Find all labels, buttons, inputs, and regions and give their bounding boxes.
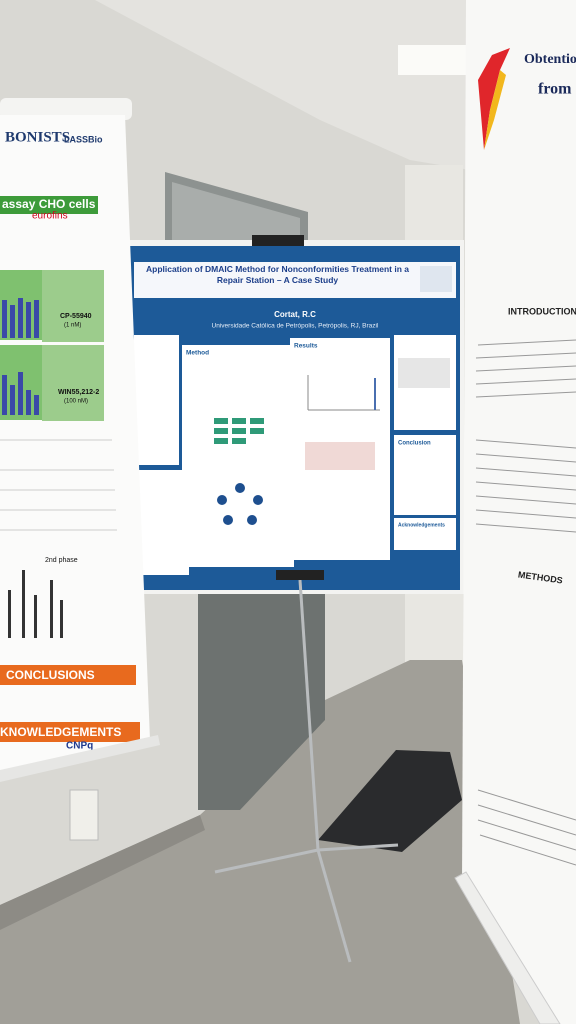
- dmaic-cycle: [217, 483, 263, 525]
- left-subtitle: assay CHO cells: [2, 197, 96, 211]
- section-heading: Results: [294, 343, 318, 350]
- poster-title: Application of DMAIC Method for Nonconfo…: [145, 264, 410, 285]
- rollup-top: [0, 98, 132, 120]
- baseboard: [0, 815, 205, 930]
- door: [198, 590, 325, 810]
- poster-title-box: Application of DMAIC Method for Nonconfo…: [145, 264, 410, 285]
- poster-author: Cortat, R.C: [274, 310, 316, 319]
- compound: (100 nM): [64, 399, 88, 405]
- section-heading: Conclusion: [398, 441, 431, 447]
- chart-label: 2nd phase: [45, 557, 78, 564]
- right-logo: [484, 70, 506, 150]
- floor: [0, 660, 520, 1024]
- door-top: [172, 182, 300, 245]
- column: [394, 435, 456, 515]
- rollup-base: [0, 735, 160, 782]
- left-sponsor: eurofins: [32, 211, 68, 222]
- section-heading: Acknowledgements: [398, 522, 445, 528]
- structure-box: [42, 345, 104, 421]
- left-funder: CNPq: [66, 741, 93, 752]
- right-title: Obtention o: [524, 52, 576, 67]
- poster-header: [134, 262, 456, 298]
- column: [134, 335, 179, 465]
- stand-clip: [276, 570, 324, 580]
- ceiling-light: [398, 45, 466, 75]
- right-logo: [478, 48, 510, 150]
- column: [182, 345, 294, 567]
- compound: CP-55940: [60, 313, 92, 320]
- outlet-box: [69, 789, 99, 841]
- results-chart: [307, 375, 380, 411]
- rollup-base: [454, 871, 561, 1024]
- compound: WIN55,212-2: [58, 389, 99, 396]
- right-title: from a: [538, 81, 576, 98]
- poster-stand: [214, 579, 399, 963]
- left-phase-bars: [8, 570, 63, 638]
- structure-box: [42, 270, 104, 342]
- floor-mat: [318, 750, 462, 852]
- left-logo: LASSBio: [64, 134, 103, 144]
- right-section: INTRODUCTION: [508, 306, 576, 316]
- right-text-lines: [475, 339, 576, 866]
- conclusions-band: [0, 665, 136, 685]
- left-heading: BONISTS: [5, 129, 70, 145]
- results-table: [305, 442, 375, 470]
- column: [394, 518, 456, 550]
- flowchart: [214, 418, 264, 444]
- left-section: CONCLUSIONS: [6, 668, 95, 682]
- compound: (1 nM): [64, 323, 81, 329]
- left-section: KNOWLEDGEMENTS: [0, 725, 121, 739]
- left-bars: [2, 298, 39, 415]
- left-band: [0, 196, 98, 214]
- column: [134, 470, 189, 575]
- board-clip: [252, 235, 304, 247]
- left-table: [0, 439, 117, 531]
- ceiling: [95, 0, 470, 170]
- section-heading: Method: [186, 350, 209, 357]
- right-poster: [462, 0, 576, 1024]
- logo: [420, 266, 452, 292]
- results-table: [398, 358, 450, 388]
- poster-affiliation: Universidade Católica de Petrópolis, Pet…: [212, 323, 379, 330]
- ack-band: [0, 722, 140, 742]
